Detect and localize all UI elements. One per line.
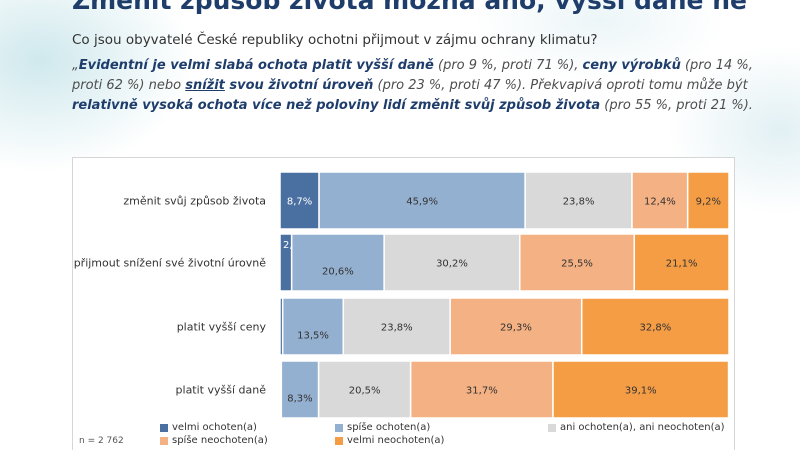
data-label: 20,5% bbox=[349, 386, 381, 397]
quote-highlight-lifestyle: relativně vysoká ochota více než polovin… bbox=[72, 98, 601, 113]
data-label: 30,2% bbox=[436, 259, 468, 270]
stacked-bar-chart: změnit svůj způsob života 8,7% 45,9% 23,8% 1… bbox=[74, 171, 730, 419]
category-label: platit vyšší ceny bbox=[177, 321, 267, 334]
data-label: 45,9% bbox=[406, 197, 438, 208]
quote-highlight-prices: ceny výrobků bbox=[582, 58, 681, 73]
survey-question: Co jsou obyvatelé České republiky ochotn… bbox=[72, 32, 598, 48]
quote-highlight-standard: svou životní úroveň bbox=[224, 78, 374, 93]
data-label: 20,6% bbox=[322, 267, 354, 278]
bar-segment bbox=[552, 360, 730, 419]
data-label: 23,8% bbox=[563, 197, 595, 208]
bar-segment bbox=[633, 233, 730, 292]
bar-segment bbox=[318, 171, 526, 230]
quote-highlight-lower: snížit bbox=[185, 78, 225, 93]
quote-text-2: (pro 14 %, proti 62 %) nebo bbox=[72, 58, 753, 93]
data-label: 13,5% bbox=[297, 331, 329, 342]
data-label: 32,8% bbox=[639, 323, 671, 334]
data-label: 9,2% bbox=[696, 197, 721, 208]
data-label: 21,1% bbox=[666, 259, 698, 270]
bar-segment bbox=[290, 233, 385, 292]
summary-quote: „Evidentní je velmi slabá ochota platit … bbox=[72, 56, 772, 116]
category-label: přijmout snížení své životní úrovně bbox=[74, 257, 267, 270]
data-label: 31,7% bbox=[466, 386, 498, 397]
bar-segment bbox=[580, 297, 730, 356]
data-label: 23,8% bbox=[381, 323, 413, 334]
bar-segment bbox=[317, 360, 412, 419]
quote-open-mark: „ bbox=[72, 58, 79, 73]
data-label: 25,5% bbox=[561, 259, 593, 270]
quote-text-4: (pro 55 %, proti 21 %). bbox=[600, 98, 753, 113]
quote-text-1: (pro 9 %, proti 71 %), bbox=[433, 58, 583, 73]
category-label: změnit svůj způsob života bbox=[123, 195, 266, 208]
data-label: 8,3% bbox=[287, 394, 312, 405]
bar-segment bbox=[281, 297, 345, 356]
bar-segment bbox=[342, 297, 451, 356]
sample-size-note: n = 2 762 bbox=[79, 436, 124, 446]
bar-segment bbox=[524, 171, 633, 230]
category-label: platit vyšší daně bbox=[176, 384, 267, 397]
quote-text-3: (pro 23 %, proti 47 %). Překvapivá oprot… bbox=[373, 78, 748, 93]
page-title: Změnit způsob života možná ano, vyšší da… bbox=[72, 0, 747, 15]
chart-panel: změnit svůj způsob života 8,7% 45,9% 23,8% 1… bbox=[72, 157, 735, 450]
bar-segment bbox=[686, 171, 730, 230]
bar-segment bbox=[280, 360, 320, 419]
data-label: 8,7% bbox=[287, 197, 312, 208]
bar-segment bbox=[449, 297, 583, 356]
bar-segment bbox=[409, 360, 554, 419]
data-label: 12,4% bbox=[644, 197, 676, 208]
quote-highlight-taxes: Evidentní je velmi slabá ochota platit v… bbox=[78, 58, 434, 73]
data-label: 39,1% bbox=[625, 386, 657, 397]
data-label: 29,3% bbox=[500, 323, 532, 334]
